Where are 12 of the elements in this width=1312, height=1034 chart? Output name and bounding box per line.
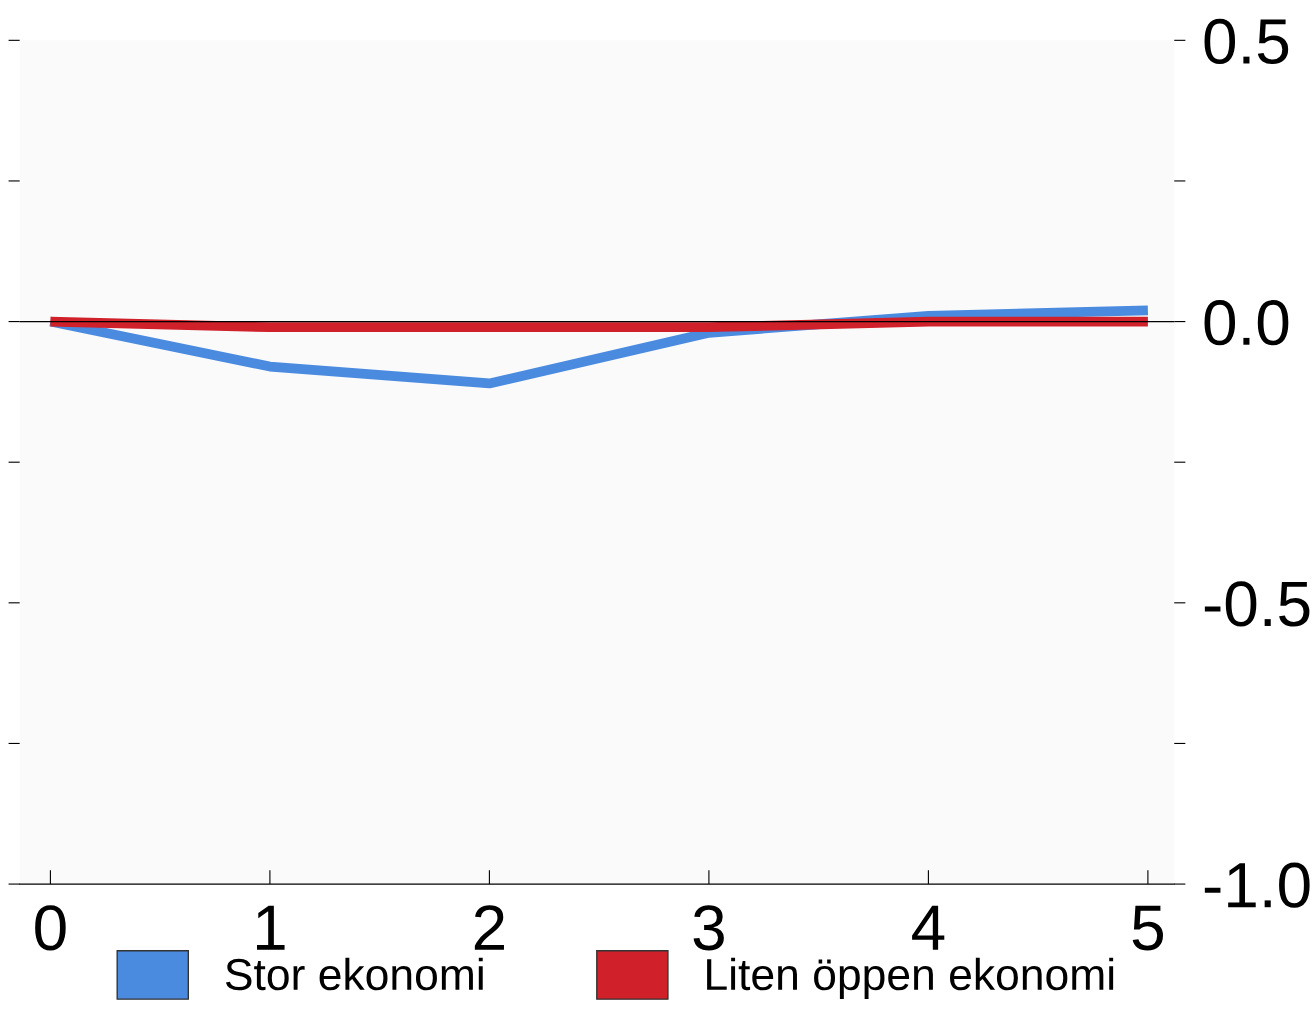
x-tick-label: 4 xyxy=(912,905,945,950)
x-tick-label: 0 xyxy=(35,905,66,951)
y-tick-label: -0.5 xyxy=(1204,581,1310,627)
y-tick-label: 0.5 xyxy=(1204,18,1289,65)
y-tick-label: 0.0 xyxy=(1204,300,1289,346)
legend-label: Stor ekonomi xyxy=(225,957,483,991)
x-tick-label: 1 xyxy=(257,905,285,950)
legend-label: Liten öppen ekonomi xyxy=(707,957,1114,1000)
x-tick-label: 3 xyxy=(693,905,724,951)
x-tick-label: 5 xyxy=(1132,905,1163,951)
y-tick-label: -1.0 xyxy=(1204,862,1310,908)
x-tick-label: 2 xyxy=(474,905,504,950)
